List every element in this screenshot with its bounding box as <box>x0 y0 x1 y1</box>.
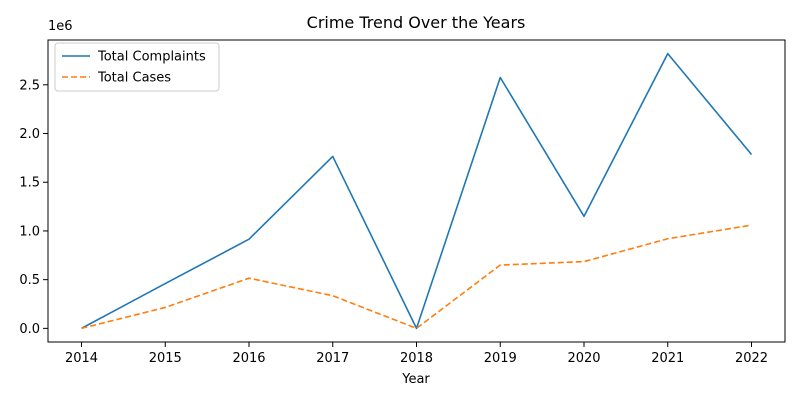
x-tick-label: 2014 <box>65 351 98 366</box>
y-tick-label: 0.5 <box>19 273 40 288</box>
x-tick-label: 2015 <box>149 351 182 366</box>
legend: Total Complaints Total Cases <box>54 42 220 92</box>
plot-area <box>81 52 753 330</box>
y-tick-label: 1.0 <box>19 224 40 239</box>
legend-label-total-cases: Total Cases <box>97 71 171 86</box>
series-line-total-complaints <box>81 52 753 330</box>
legend-box <box>54 42 220 92</box>
x-tick-label: 2022 <box>735 351 768 366</box>
y-tick-label: 1.5 <box>19 176 40 191</box>
y-axis: 0.0 0.5 1.0 1.5 2.0 2.5 <box>19 78 48 337</box>
chart-title: Crime Trend Over the Years <box>307 13 526 32</box>
y-tick-label: 2.0 <box>19 127 40 142</box>
y-tick-label: 2.5 <box>19 78 40 93</box>
legend-label-total-complaints: Total Complaints <box>97 50 206 65</box>
y-scale-label: 1e6 <box>48 19 73 34</box>
y-tick-label: 0.0 <box>19 322 40 337</box>
series-line-total-cases <box>81 224 752 330</box>
x-tick-label: 2020 <box>567 351 600 366</box>
x-axis: 2014 2015 2016 2017 2018 2019 2020 2021 2022 <box>65 342 768 366</box>
x-tick-label: 2018 <box>400 351 433 366</box>
x-tick-label: 2021 <box>651 351 684 366</box>
x-tick-label: 2017 <box>316 351 349 366</box>
x-axis-label: Year <box>401 372 430 387</box>
x-tick-label: 2019 <box>484 351 517 366</box>
x-tick-label: 2016 <box>232 351 265 366</box>
